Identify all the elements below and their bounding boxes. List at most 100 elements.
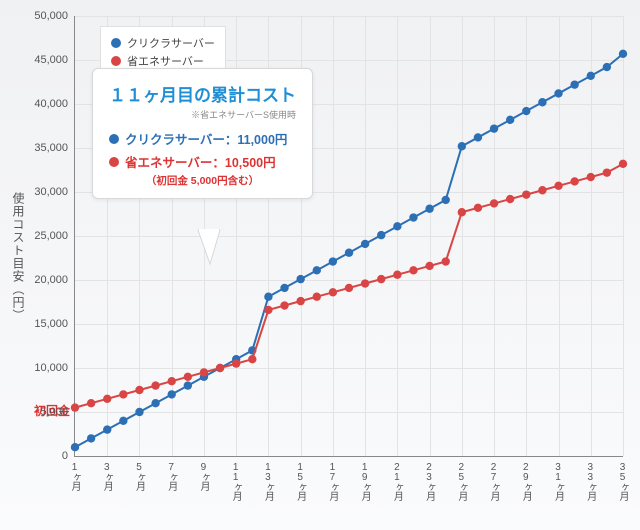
series-marker (280, 284, 288, 292)
series-marker (587, 173, 595, 181)
y-tick-label: 50,000 (8, 10, 68, 22)
y-axis-title: 使用コスト目安（円） (10, 192, 27, 322)
callout-row-red: 省エネサーバー：10,500円 (109, 152, 296, 171)
series-marker (522, 190, 530, 198)
legend-item: クリクラサーバー (111, 35, 215, 51)
x-tick-label: 31ヶ月 (553, 462, 563, 500)
series-marker (313, 293, 321, 301)
series-marker (474, 133, 482, 141)
series-marker (554, 89, 562, 97)
series-marker (264, 306, 272, 314)
series-marker (345, 249, 353, 257)
legend-label: クリクラサーバー (127, 35, 215, 51)
series-marker (313, 266, 321, 274)
series-marker (264, 293, 272, 301)
series-marker (506, 195, 514, 203)
x-tick-label: 1ヶ月 (69, 462, 79, 490)
x-tick-label: 13ヶ月 (262, 462, 272, 500)
series-marker (522, 107, 530, 115)
series-marker (425, 262, 433, 270)
series-marker (490, 199, 498, 207)
series-marker (506, 116, 514, 124)
series-marker (71, 403, 79, 411)
series-marker (296, 297, 304, 305)
callout-row2-text: 省エネサーバー：10,500円 (125, 152, 276, 171)
series-marker (570, 80, 578, 88)
series-marker (329, 288, 337, 296)
series-marker (87, 434, 95, 442)
series-marker (232, 359, 240, 367)
x-tick-label: 25ヶ月 (456, 462, 466, 500)
y-tick-label: 45,000 (8, 54, 68, 66)
x-tick-label: 3ヶ月 (101, 462, 111, 490)
x-tick-label: 35ヶ月 (617, 462, 627, 500)
y-tick-label: 10,000 (8, 362, 68, 374)
series-marker (103, 395, 111, 403)
x-tick-label: 23ヶ月 (424, 462, 434, 500)
x-tick-label: 5ヶ月 (133, 462, 143, 490)
series-marker (184, 373, 192, 381)
callout-subtitle: ※省エネサーバーS使用時 (109, 108, 296, 121)
series-marker (71, 443, 79, 451)
x-tick-label: 15ヶ月 (295, 462, 305, 500)
series-marker (248, 355, 256, 363)
y-tick-label: 20,000 (8, 274, 68, 286)
series-marker (103, 425, 111, 433)
series-marker (377, 275, 385, 283)
series-marker (619, 50, 627, 58)
legend-dot-icon (111, 56, 121, 66)
series-marker (119, 390, 127, 398)
series-marker (151, 381, 159, 389)
x-tick-label: 7ヶ月 (166, 462, 176, 490)
legend-item: 省エネサーバー (111, 53, 215, 69)
series-marker (168, 390, 176, 398)
y-tick-label: 0 (8, 450, 68, 462)
series-marker (458, 142, 466, 150)
series-marker (151, 399, 159, 407)
legend-dot-icon (111, 38, 121, 48)
series-marker (603, 63, 611, 71)
x-tick-label: 33ヶ月 (585, 462, 595, 500)
series-marker (87, 399, 95, 407)
series-marker (603, 168, 611, 176)
series-marker (490, 124, 498, 132)
series-marker (361, 279, 369, 287)
series-marker (409, 266, 417, 274)
series-marker (409, 213, 417, 221)
series-marker (200, 368, 208, 376)
series-marker (135, 386, 143, 394)
legend-label: 省エネサーバー (127, 53, 204, 69)
series-marker (119, 417, 127, 425)
series-marker (474, 204, 482, 212)
callout-note: （初回金 5,000円含む） (109, 173, 296, 188)
callout-row-blue: クリクラサーバー：11,000円 (109, 129, 296, 148)
series-marker (619, 160, 627, 168)
callout: １１ヶ月目の累計コスト ※省エネサーバーS使用時 クリクラサーバー：11,000… (92, 68, 313, 199)
series-marker (554, 182, 562, 190)
callout-row1-text: クリクラサーバー：11,000円 (125, 129, 287, 148)
callout-title: １１ヶ月目の累計コスト (109, 81, 296, 106)
series-marker (587, 72, 595, 80)
series-marker (425, 205, 433, 213)
series-marker (361, 240, 369, 248)
series-marker (345, 284, 353, 292)
series-marker (216, 364, 224, 372)
dot-icon (109, 157, 119, 167)
y-tick-label: 25,000 (8, 230, 68, 242)
x-tick-label: 11ヶ月 (230, 462, 240, 500)
series-marker (538, 98, 546, 106)
y-tick-label: 35,000 (8, 142, 68, 154)
x-tick-label: 19ヶ月 (359, 462, 369, 500)
series-marker (458, 208, 466, 216)
series-marker (168, 377, 176, 385)
series-marker (329, 257, 337, 265)
series-marker (135, 408, 143, 416)
dot-icon (109, 134, 119, 144)
series-marker (442, 257, 450, 265)
gridline-v (623, 16, 624, 456)
series-marker (393, 222, 401, 230)
series-marker (393, 271, 401, 279)
y-tick-label: 40,000 (8, 98, 68, 110)
x-tick-label: 17ヶ月 (327, 462, 337, 500)
series-marker (442, 196, 450, 204)
